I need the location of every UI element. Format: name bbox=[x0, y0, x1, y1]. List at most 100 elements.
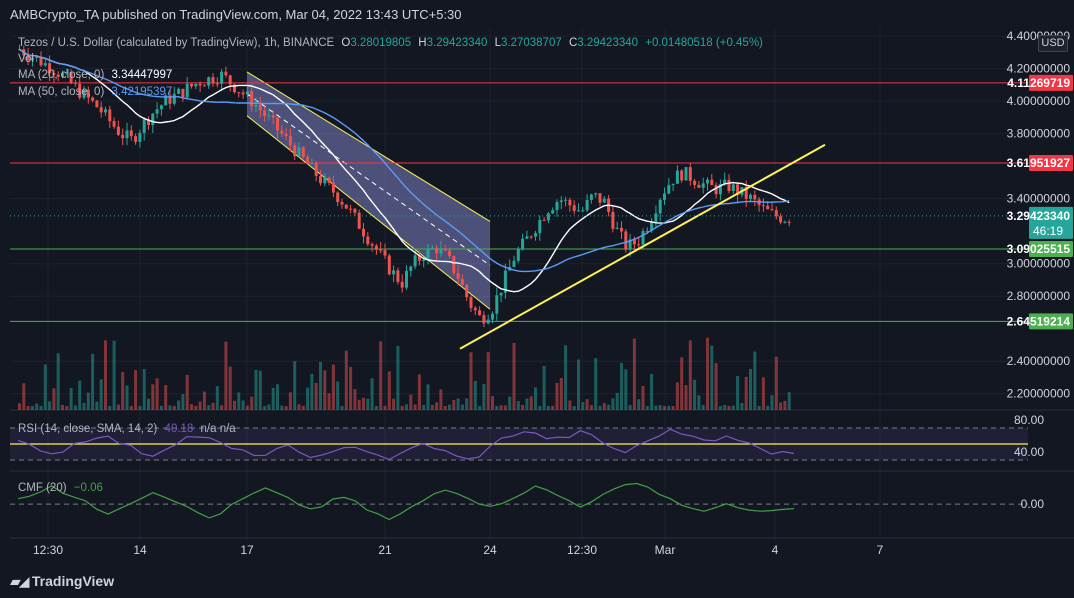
legend-ma50-row: MA (50, close, 0) 3.42195397 bbox=[18, 86, 176, 98]
volume-bar bbox=[151, 384, 155, 410]
candle-body bbox=[280, 130, 284, 134]
volume-bar bbox=[482, 384, 486, 410]
candle-body bbox=[620, 227, 623, 232]
candle-body bbox=[129, 130, 133, 137]
candle-body bbox=[91, 97, 95, 101]
volume-bar bbox=[39, 405, 43, 410]
candle-body bbox=[779, 216, 783, 223]
candle-body bbox=[379, 249, 383, 251]
candle-body bbox=[749, 194, 752, 199]
volume-bar bbox=[740, 402, 744, 410]
legend-symbol: Tezos / U.S. Dollar (calculated by Tradi… bbox=[18, 37, 335, 49]
candle-body bbox=[495, 295, 499, 314]
candle-body bbox=[615, 227, 619, 229]
volume-bar bbox=[331, 364, 335, 410]
volume-bar bbox=[675, 382, 679, 410]
candle-body bbox=[766, 205, 770, 210]
candle-body bbox=[374, 245, 378, 250]
cmf-tick-label: 0.00 bbox=[1021, 497, 1045, 511]
volume-bar bbox=[473, 380, 477, 410]
volume-bar bbox=[495, 405, 499, 410]
candle-body bbox=[224, 71, 228, 76]
volume-bar bbox=[585, 399, 589, 410]
candle-body bbox=[426, 248, 430, 261]
candle-body bbox=[26, 55, 30, 61]
candle-body bbox=[164, 95, 168, 106]
candle-body bbox=[142, 119, 146, 133]
volume-bar bbox=[581, 402, 585, 410]
legend-ma50-value: 3.42195397 bbox=[111, 86, 173, 98]
legend-ma20-value: 3.34447997 bbox=[111, 69, 173, 81]
candle-body bbox=[723, 179, 727, 185]
volume-bar bbox=[263, 405, 267, 410]
volume-bar bbox=[688, 340, 692, 410]
volume-bar bbox=[78, 380, 82, 410]
candle-body bbox=[542, 219, 546, 221]
volume-bar bbox=[129, 405, 133, 410]
volume-bar bbox=[349, 366, 353, 410]
candle-body bbox=[744, 187, 748, 199]
candle-body bbox=[362, 228, 365, 237]
publisher-info: AMBCrypto_TA published on TradingView.co… bbox=[10, 7, 462, 22]
candle-body bbox=[469, 297, 473, 308]
candle-body bbox=[86, 89, 90, 98]
volume-bar bbox=[168, 405, 172, 410]
candle-body bbox=[104, 109, 107, 113]
volume-bar bbox=[723, 404, 727, 410]
candle-body bbox=[78, 83, 82, 98]
price-chart[interactable]: 4.400000004.200000004.000000003.80000000… bbox=[10, 28, 1074, 570]
legend-rsi-value: 40.18 bbox=[164, 423, 194, 435]
candle-body bbox=[559, 200, 563, 202]
volume-bar bbox=[761, 377, 765, 410]
candle-body bbox=[650, 222, 654, 231]
volume-bar bbox=[284, 405, 288, 410]
price-tick-label: 3.00000000 bbox=[1007, 257, 1071, 271]
candle-body bbox=[99, 107, 103, 113]
ascending-trendline bbox=[459, 143, 826, 350]
candle-body bbox=[314, 162, 318, 177]
candle-body bbox=[460, 278, 464, 285]
candle-body bbox=[671, 183, 675, 186]
candle-body bbox=[770, 209, 774, 211]
legend-change: +0.01480518 (+0.45%) bbox=[645, 37, 763, 49]
candle-body bbox=[572, 205, 576, 211]
volume-bar bbox=[202, 391, 206, 410]
candle-body bbox=[417, 255, 421, 261]
volume-bar bbox=[250, 396, 254, 410]
volume-bar bbox=[529, 396, 533, 410]
candle-body bbox=[61, 72, 64, 77]
candle-body bbox=[585, 199, 589, 211]
level-label-resistance-high: 4.11269719 bbox=[1007, 76, 1070, 90]
candle-body bbox=[245, 91, 249, 95]
candle-body bbox=[546, 213, 550, 221]
channel-lower-line bbox=[246, 115, 491, 310]
currency-badge[interactable]: USD bbox=[1038, 35, 1068, 52]
candle-body bbox=[516, 249, 520, 261]
volume-bar bbox=[91, 353, 95, 410]
tradingview-logo[interactable]: ▰◢ TradingView bbox=[10, 573, 114, 590]
candle-body bbox=[465, 284, 469, 298]
candle-body bbox=[499, 292, 503, 296]
candle-body bbox=[177, 88, 181, 94]
legend-rsi-row: RSI (14, close, SMA, 14, 2) 40.18 n/a n/… bbox=[18, 423, 240, 435]
volume-bar bbox=[684, 385, 688, 410]
candle-body bbox=[706, 179, 709, 184]
candle-body bbox=[138, 132, 142, 142]
volume-bar bbox=[478, 405, 482, 410]
candle-body bbox=[297, 147, 301, 157]
volume-bar bbox=[452, 399, 456, 410]
volume-bar bbox=[645, 406, 649, 410]
candle-body bbox=[521, 238, 525, 250]
volume-bar bbox=[654, 405, 658, 410]
volume-bar bbox=[766, 405, 770, 410]
level-label-support-mid: 3.09025515 bbox=[1007, 242, 1071, 256]
volume-bar bbox=[164, 385, 168, 410]
volume-bar bbox=[73, 405, 77, 410]
volume-bar bbox=[147, 398, 150, 410]
candle-body bbox=[714, 185, 718, 195]
volume-bar bbox=[95, 401, 99, 410]
volume-bar bbox=[276, 384, 279, 410]
volume-bar bbox=[340, 405, 344, 410]
time-tick-label: 12:30 bbox=[567, 543, 597, 557]
volume-bar bbox=[439, 389, 443, 410]
